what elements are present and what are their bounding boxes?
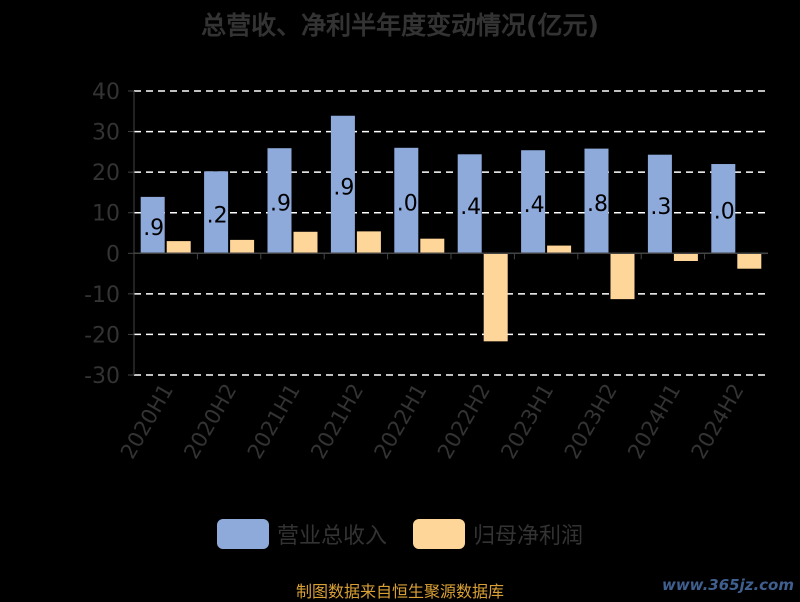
y-tick-label: 40 (92, 80, 120, 105)
bar-net-profit (293, 231, 318, 254)
chart-title: 总营收、净利半年度变动情况(亿元) (201, 11, 599, 40)
bar-revenue (457, 154, 482, 254)
x-tick-label: 2021H2 (306, 380, 368, 464)
bar-net-profit (230, 239, 255, 254)
y-tick-label: -20 (84, 323, 120, 348)
x-tick-label: 2024H1 (623, 380, 685, 464)
y-tick-label: 30 (92, 121, 120, 146)
data-label-revenue: .8 (587, 192, 608, 217)
x-tick-label: 2022H1 (370, 380, 432, 464)
x-tick-label: 2020H2 (179, 380, 241, 464)
bar-net-profit (673, 253, 698, 261)
watermark-logo: www.365jz.com (661, 576, 794, 594)
data-label-revenue: .4 (460, 195, 481, 220)
bar-revenue (647, 154, 672, 254)
x-axis: 2020H1 2020H2 2021H1 2021H2 2022H1 2022H2 2023… (116, 252, 768, 464)
x-tick-label: 2022H2 (433, 380, 495, 464)
x-tick-label: 2024H2 (687, 380, 749, 464)
data-label-revenue: .4 (524, 193, 545, 218)
data-label-revenue: .3 (650, 195, 671, 220)
y-tick-label: -30 (84, 364, 120, 389)
y-tick-label: 20 (92, 161, 120, 186)
bar-net-profit (737, 253, 762, 269)
bar-revenue (204, 171, 229, 254)
bar-net-profit (420, 238, 445, 254)
legend-label-revenue: 营业总收入 (276, 524, 387, 549)
y-tick-label: 10 (92, 202, 120, 227)
bar-net-profit (610, 253, 635, 300)
x-tick-label: 2023H1 (496, 380, 558, 464)
legend-label-net-profit: 归母净利润 (473, 524, 584, 549)
legend-item-net-profit[interactable]: 归母净利润 (413, 518, 583, 550)
bar-net-profit (483, 253, 508, 342)
legend-swatch-revenue (216, 519, 269, 549)
bar-revenue (267, 148, 292, 254)
bar-net-profit (356, 231, 381, 254)
data-label-revenue: .0 (397, 192, 418, 217)
bar-net-profit (547, 245, 572, 254)
bars: .9 .2 .9 .9 .0 .4 .4 .8 .3 .0 (140, 115, 762, 342)
data-label-revenue: .0 (714, 200, 735, 225)
y-axis: 40 30 20 10 0 -10 -20 -30 (84, 80, 135, 389)
data-label-revenue: .9 (333, 176, 354, 201)
y-tick-label: -10 (84, 283, 120, 308)
bar-revenue (584, 148, 609, 254)
bar-revenue (394, 147, 419, 254)
data-label-revenue: .2 (207, 203, 228, 228)
y-tick-label: 0 (106, 242, 120, 267)
bar-net-profit (166, 241, 191, 254)
x-tick-label: 2020H1 (116, 380, 178, 464)
grid-lines (134, 90, 768, 376)
legend: 营业总收入 归母净利润 (0, 518, 800, 550)
data-source-note: 制图数据来自恒生聚源数据库 (295, 582, 504, 601)
bar-revenue (521, 150, 546, 254)
data-label-revenue: .9 (143, 216, 164, 241)
bar-revenue (330, 115, 355, 254)
data-label-revenue: .9 (270, 192, 291, 217)
x-tick-label: 2021H1 (243, 380, 305, 464)
legend-swatch-net-profit (413, 519, 465, 549)
x-tick-label: 2023H2 (560, 380, 622, 464)
legend-item-revenue[interactable]: 营业总收入 (216, 518, 387, 550)
bar-revenue (711, 164, 736, 254)
bar-revenue (140, 196, 165, 254)
